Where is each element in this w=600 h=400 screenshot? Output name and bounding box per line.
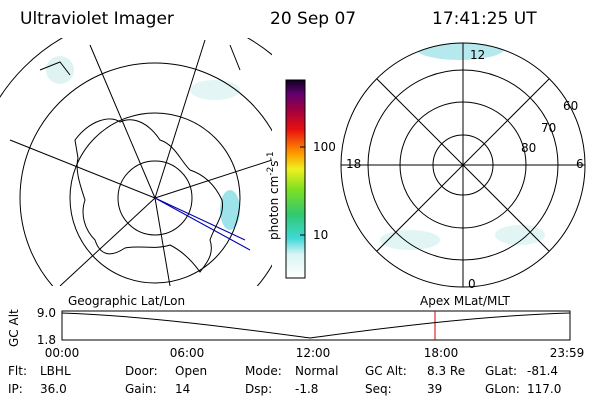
instrument: Ultraviolet Imager <box>20 9 174 29</box>
timeline-box <box>61 310 571 341</box>
mlt-label: 12 <box>470 48 485 62</box>
time: 17:41:25 UT <box>432 9 537 29</box>
mlt-label: 0 <box>468 277 476 291</box>
mlt-label: 6 <box>576 157 584 171</box>
footer-value: LBHL <box>40 364 71 378</box>
footer-label: IP: <box>8 382 23 396</box>
colorbar-tick: 100 <box>313 140 336 154</box>
footer-value: 36.0 <box>40 382 67 396</box>
footer-label: Door: <box>125 364 158 378</box>
timeline-xtick: 23:59 <box>550 346 585 360</box>
footer-label: Flt: <box>8 364 27 378</box>
footer-label: Gain: <box>125 382 157 396</box>
geo-map <box>0 38 272 286</box>
colorbar-label: photon cm-2s-1 <box>266 151 281 240</box>
timeline-xtick: 18:00 <box>424 346 459 360</box>
footer-value: -1.8 <box>295 382 318 396</box>
footer-value: 14 <box>175 382 190 396</box>
footer-label: GLon: <box>485 382 520 396</box>
colorbar-tick: 10 <box>313 228 328 242</box>
footer-label: GLat: <box>485 364 517 378</box>
timeline-right-label: Apex MLat/MLT <box>420 294 510 308</box>
lat-label: 70 <box>541 121 556 135</box>
timeline-xtick: 06:00 <box>170 346 205 360</box>
footer-label: Mode: <box>245 364 282 378</box>
timeline-left-label: Geographic Lat/Lon <box>68 294 185 308</box>
footer-label: Dsp: <box>245 382 272 396</box>
timeline-ytick: 1.8 <box>37 333 56 347</box>
footer-value: -81.4 <box>527 364 558 378</box>
altitude-curve <box>61 312 571 339</box>
footer-value: Open <box>175 364 207 378</box>
polar-plot <box>340 42 586 288</box>
mlt-label: 18 <box>346 157 361 171</box>
timeline-xtick: 00:00 <box>45 346 80 360</box>
footer-value: Normal <box>295 364 338 378</box>
timeline-ylabel: GC Alt <box>7 309 21 347</box>
timeline-ytick: 9.0 <box>37 306 56 320</box>
lat-label: 80 <box>521 141 536 155</box>
timeline-xtick: 12:00 <box>296 346 331 360</box>
footer: Flt: LBHL Door: Open Mode: Normal GC Alt: 8.3 R… <box>8 364 561 396</box>
color-bar <box>285 79 306 279</box>
footer-value: 117.0 <box>527 382 561 396</box>
footer-label: GC Alt: <box>365 364 407 378</box>
lat-label: 60 <box>563 99 578 113</box>
footer-label: Seq: <box>365 382 392 396</box>
footer-value: 8.3 Re <box>427 364 465 378</box>
date: 20 Sep 07 <box>270 9 356 29</box>
footer-value: 39 <box>427 382 442 396</box>
